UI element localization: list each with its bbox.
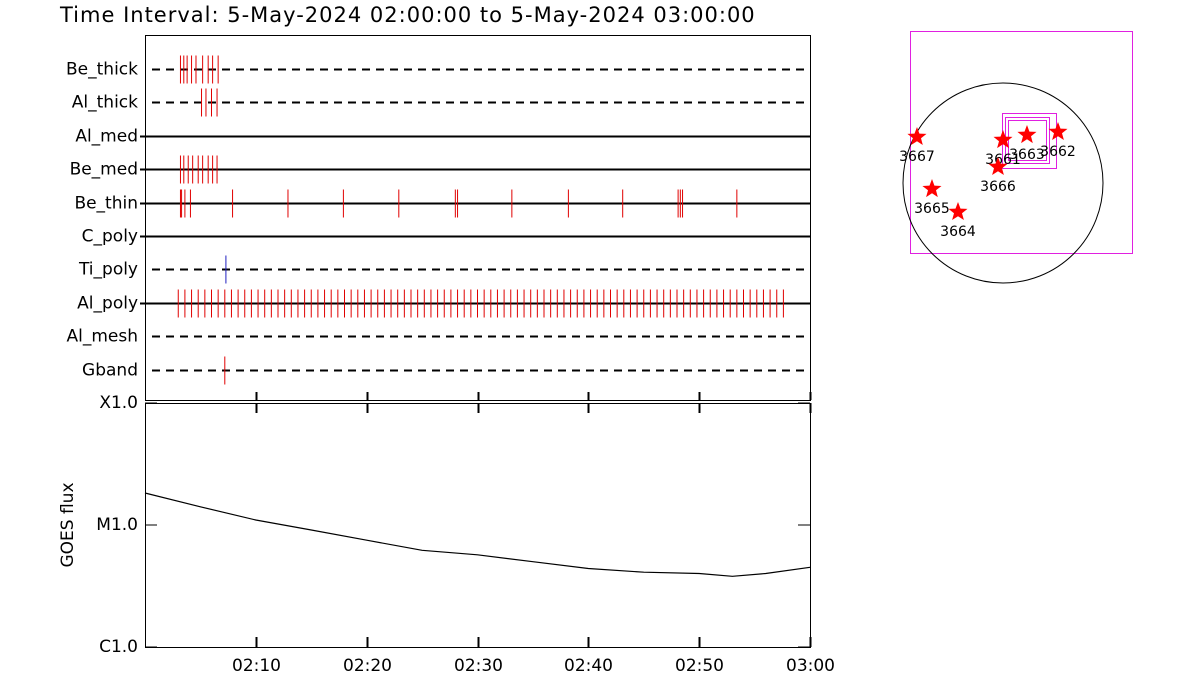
ar-label: 3662 (1040, 144, 1076, 160)
row-label: Al_mesh (66, 327, 138, 347)
ar-star (988, 157, 1008, 175)
x-tick-label: 02:20 (343, 656, 392, 676)
row-label: Al_poly (77, 294, 138, 314)
timeline-frame (145, 35, 811, 401)
y-tick-label: M1.0 (96, 515, 138, 535)
fov-box (910, 31, 1133, 254)
row-label: Al_med (75, 127, 138, 147)
row-label: Be_thick (66, 60, 138, 80)
ar-star (907, 127, 927, 145)
solar-disk (902, 82, 1104, 284)
row-label: Gband (82, 361, 138, 381)
row-label: C_poly (82, 227, 138, 247)
ar-star (948, 202, 968, 220)
x-tick-label: 02:10 (232, 656, 281, 676)
x-tick-label: 02:40 (564, 656, 613, 676)
x-tick-label: 03:00 (786, 656, 835, 676)
chart-title: Time Interval: 5-May-2024 02:00:00 to 5-… (59, 3, 756, 27)
ar-star (993, 130, 1013, 149)
row-label: Be_med (70, 160, 138, 180)
ar-label: 3665 (914, 201, 950, 217)
row-label: Al_thick (72, 93, 138, 113)
goes-frame (145, 403, 811, 648)
ar-label: 3663 (1009, 147, 1045, 163)
y-tick-label: C1.0 (99, 637, 138, 657)
goes-line (144, 492, 811, 577)
ar-label: 3666 (980, 179, 1016, 195)
x-tick-label: 02:30 (454, 656, 503, 676)
fov-box (1008, 120, 1047, 161)
ar-star (922, 179, 942, 198)
ar-label: 3664 (940, 224, 976, 240)
row-label: Ti_poly (78, 260, 138, 280)
ar-star (1017, 125, 1037, 144)
x-tick-label: 02:50 (675, 656, 724, 676)
ar-label: 3667 (899, 149, 935, 165)
y-axis-label: GOES flux (58, 482, 78, 567)
row-label: Be_thin (74, 194, 138, 214)
y-tick-label: X1.0 (99, 393, 138, 413)
ar-star (1048, 122, 1068, 140)
